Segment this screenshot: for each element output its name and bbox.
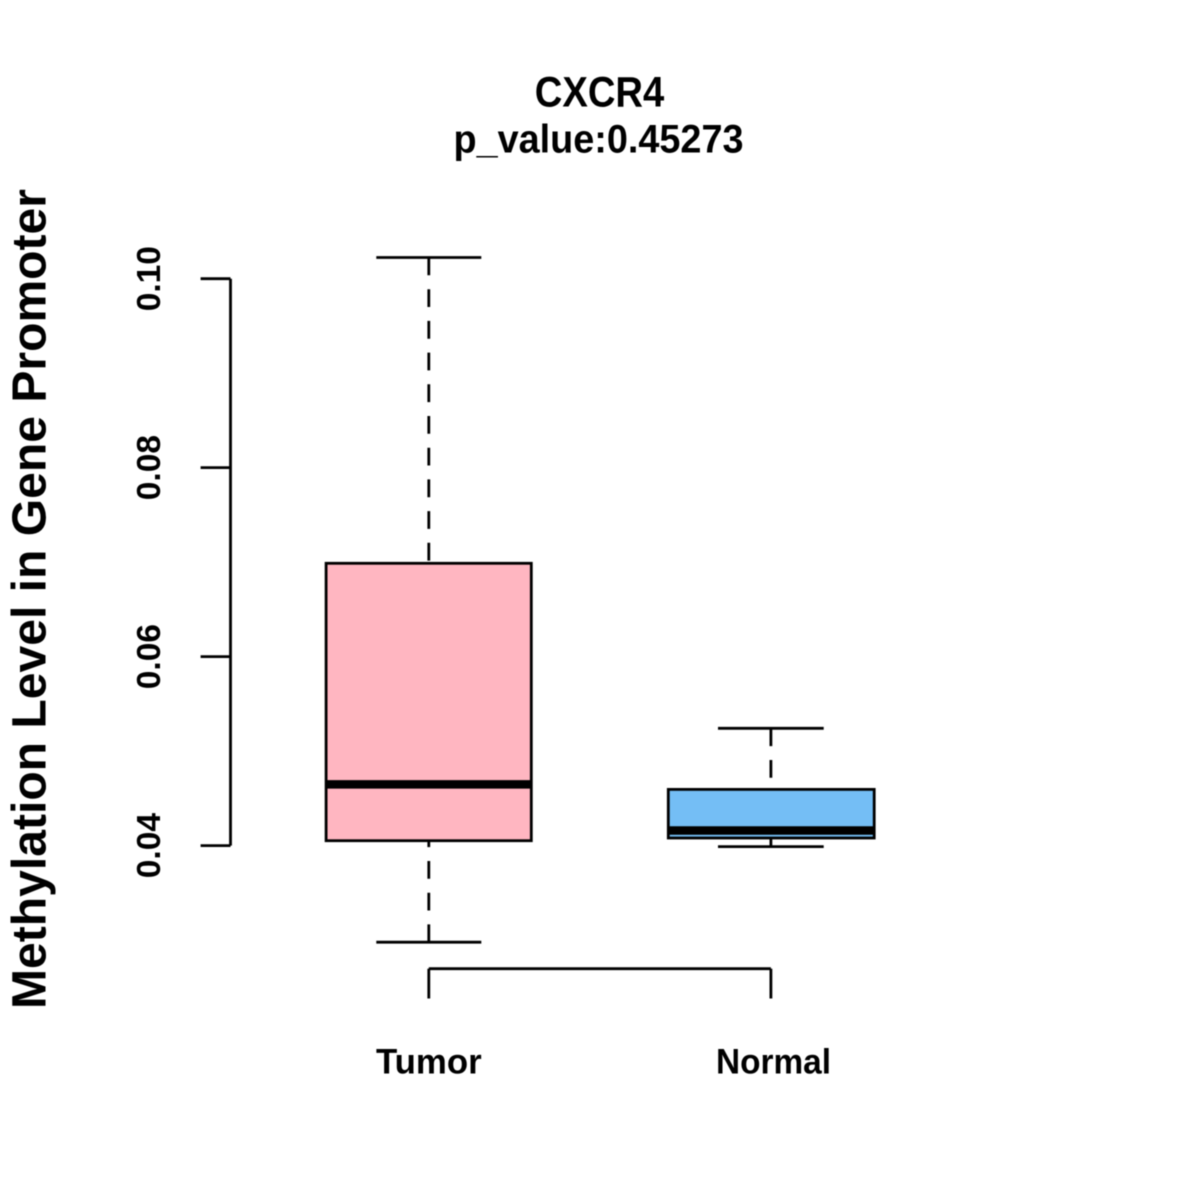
- svg-text:Methylation Level in Gene Prom: Methylation Level in Gene Promoter: [3, 189, 57, 1009]
- svg-text:p_value:0.45273: p_value:0.45273: [454, 118, 744, 162]
- svg-text:CXCR4: CXCR4: [535, 69, 665, 116]
- svg-text:0.08: 0.08: [131, 435, 168, 500]
- svg-text:0.04: 0.04: [131, 813, 168, 879]
- svg-text:Normal: Normal: [716, 1042, 831, 1081]
- svg-text:0.10: 0.10: [131, 246, 168, 311]
- svg-text:0.06: 0.06: [131, 624, 168, 689]
- svg-text:Tumor: Tumor: [376, 1042, 482, 1081]
